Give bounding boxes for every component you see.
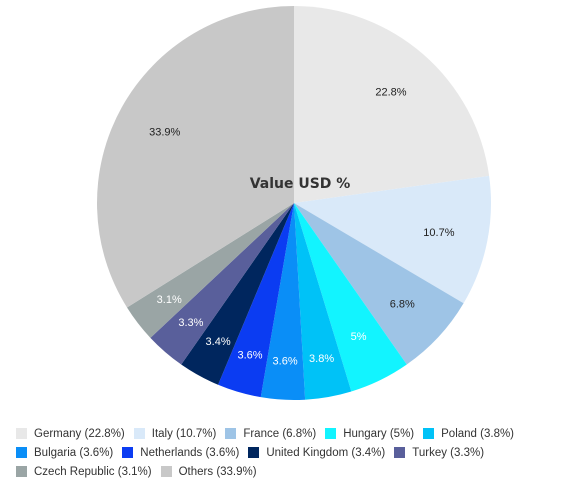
slice-value-label: 10.7% xyxy=(423,227,454,239)
legend-item[interactable]: Others (33.9%) xyxy=(160,465,257,478)
pie-chart: 22.8% 10.7% 6.8% 5% 3.8% 3.6% 3.6% 3.4%3.3% 3.1%… xyxy=(97,6,491,401)
legend-swatch xyxy=(122,447,134,458)
slice-value-label: 22.8% xyxy=(375,87,406,99)
legend-item[interactable]: Poland (3.8%) xyxy=(423,428,514,440)
legend-item[interactable]: Bulgaria (3.6%) xyxy=(16,447,113,459)
legend-label: Bulgaria (3.6%) xyxy=(34,446,114,459)
legend-item[interactable]: Czech Republic (3.1%) xyxy=(16,466,152,478)
legend-label: Germany (22.8%) xyxy=(34,427,125,440)
legend-swatch xyxy=(225,428,237,439)
legend-label: United Kingdom (3.4%) xyxy=(266,446,386,459)
slice-value-label: 3.3% xyxy=(178,317,203,329)
legend-item[interactable]: Germany (22.8%) xyxy=(16,428,125,440)
legend-swatch xyxy=(16,447,27,458)
pie-slice xyxy=(294,175,491,304)
legend-item[interactable]: France (6.8%) xyxy=(225,428,316,440)
legend-label: Poland (3.8%) xyxy=(441,427,515,440)
legend-swatch xyxy=(325,428,337,439)
chart-legend: Germany (22.8%) Italy (10.7%) France (6.8%… xyxy=(16,424,576,481)
pie-slice-labels: 22.8% 10.7% 6.8% 5% 3.8% 3.6% 3.6% 3.4%3.3% 3.1%… xyxy=(149,87,455,368)
slice-value-label: 3.8% xyxy=(309,353,334,365)
legend-row: Germany (22.8%) Italy (10.7%) France (6.8%… xyxy=(16,424,576,443)
slice-value-label: 3.1% xyxy=(157,294,182,306)
pie-slice xyxy=(260,203,306,401)
legend-item[interactable]: Italy (10.7%) xyxy=(133,427,217,440)
pie-slice xyxy=(127,203,294,338)
legend-swatch xyxy=(16,466,27,477)
legend-swatch xyxy=(16,428,27,439)
legend-swatch xyxy=(423,428,435,439)
pie-slice xyxy=(97,6,294,308)
pie-slice xyxy=(294,203,464,365)
legend-item[interactable]: United Kingdom (3.4%) xyxy=(248,447,385,459)
pie-slice xyxy=(294,6,490,203)
slice-value-label: 6.8% xyxy=(390,299,415,311)
slice-value-label: 33.9% xyxy=(149,126,180,138)
pie-slices xyxy=(97,6,491,401)
pie-slice xyxy=(218,203,294,398)
pie-slice xyxy=(181,203,294,385)
legend-label: Turkey (3.3%) xyxy=(412,446,485,459)
legend-swatch xyxy=(248,447,260,458)
legend-swatch xyxy=(394,447,406,458)
pie-slice xyxy=(294,203,407,392)
slice-value-label: 5% xyxy=(351,331,367,343)
pie-slice xyxy=(294,203,352,400)
slice-value-label: 3.4% xyxy=(206,336,231,348)
legend-label: Others (33.9%) xyxy=(178,465,257,478)
legend-label: France (6.8%) xyxy=(243,427,317,440)
legend-swatch xyxy=(160,466,172,477)
legend-label: Czech Republic (3.1%) xyxy=(34,465,152,478)
legend-row: Bulgaria (3.6%) Netherlands (3.6%) United … xyxy=(16,443,576,462)
legend-swatch xyxy=(133,428,145,439)
pie-slice xyxy=(150,203,294,365)
chart-title: Value USD % xyxy=(250,176,351,192)
legend-label: Italy (10.7%) xyxy=(151,427,217,440)
legend-row: Czech Republic (3.1%) Others (33.9%) xyxy=(16,462,576,481)
legend-label: Netherlands (3.6%) xyxy=(140,446,240,459)
legend-label: Hungary (5%) xyxy=(343,427,415,440)
legend-item[interactable]: Turkey (3.3%) xyxy=(394,447,484,459)
legend-item[interactable]: Netherlands (3.6%) xyxy=(122,447,239,459)
slice-value-label: 3.6% xyxy=(237,349,262,361)
legend-item[interactable]: Hungary (5%) xyxy=(325,428,414,440)
slice-value-label: 3.6% xyxy=(273,355,298,367)
